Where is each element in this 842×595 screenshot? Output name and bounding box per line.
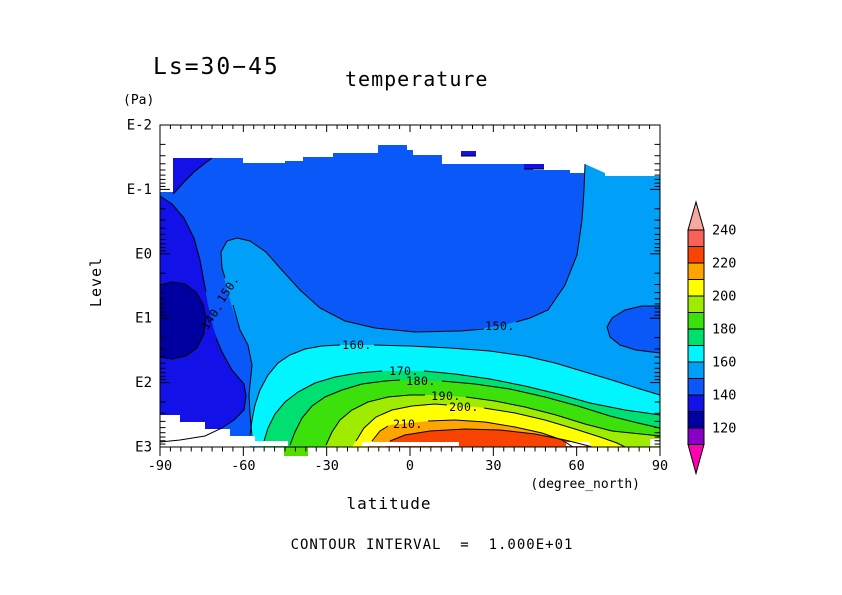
contour-190-right: [465, 396, 661, 437]
colorbar-arrow-down: [687, 444, 705, 476]
contour-180-right: [441, 380, 661, 429]
colorbar-label: 200: [712, 289, 736, 305]
y-tick-label: E3: [135, 440, 152, 456]
y-axis-unit: (Pa): [123, 93, 155, 108]
colorbar-segment: [687, 361, 705, 379]
band-130-140-topleft: [173, 158, 212, 194]
contour-150-mid: [220, 237, 485, 333]
colorbar-segment: [687, 279, 705, 297]
band-130-140-notch1: [461, 151, 476, 156]
colorbar-segment: [687, 328, 705, 346]
contour-210-right: [427, 419, 574, 448]
white-notch-c: [650, 439, 660, 446]
x-tick-label: -60: [231, 458, 255, 474]
colorbar-segment: [687, 427, 705, 445]
contour-180-left: [289, 379, 401, 446]
contour-140-right-blob: [606, 305, 661, 354]
contour-label: 190.: [431, 389, 461, 403]
colorbar-segment: [687, 345, 705, 363]
y-tick-label: E-1: [127, 182, 152, 198]
contour-label: 210.: [393, 417, 423, 431]
colorbar-label: 120: [712, 421, 736, 437]
contour-150-left-lower: [232, 304, 253, 437]
contour-140-topleft: [172, 157, 213, 195]
x-tick-label: 60: [569, 458, 585, 474]
colorbar-segment: [687, 246, 705, 264]
x-tick-label: -30: [314, 458, 338, 474]
y-tick-label: E1: [135, 311, 152, 327]
contour-140-left-upper: [159, 195, 207, 293]
contour-160-right: [373, 344, 661, 396]
contour-label: 180.: [406, 374, 436, 388]
band-under-axis-green: [284, 447, 308, 456]
colorbar-segment: [687, 378, 705, 396]
x-tick-label: 90: [652, 458, 668, 474]
x-axis-unit: (degree_north): [530, 477, 640, 492]
colorbar-segment: [687, 262, 705, 280]
colorbar-arrow-up: [687, 200, 705, 231]
contour-200-right: [483, 407, 626, 448]
colorbar-segment: [687, 394, 705, 412]
plot-title-variable: temperature: [345, 67, 489, 91]
contour-170-left: [263, 370, 383, 442]
colorbar-segment: [687, 229, 705, 247]
contour-140-left-lower: [159, 337, 247, 443]
contour-130-navy: [159, 281, 207, 360]
contour-160-left: [249, 344, 341, 437]
contour-210-left: [371, 425, 389, 442]
y-tick-label: E2: [135, 375, 152, 391]
contour-label: 200.: [449, 400, 479, 414]
contour-170-right: [423, 370, 661, 416]
white-notch-a: [362, 442, 459, 446]
x-tick-label: 30: [485, 458, 501, 474]
plot-title-season: Ls=30−45: [153, 54, 280, 80]
contour-190-left: [325, 394, 425, 446]
contour-200-left: [355, 403, 448, 442]
y-tick-label: E0: [135, 246, 152, 262]
x-axis-label: latitude: [346, 494, 432, 513]
colorbar-label: 160: [712, 355, 736, 371]
contour-150-right: [515, 163, 586, 323]
contour-label: 170.: [389, 364, 419, 378]
colorbar-label: 140: [712, 388, 736, 404]
contour-interval-note: CONTOUR INTERVAL = 1.000E+01: [290, 537, 574, 553]
band-120-130-left: [160, 282, 206, 359]
x-tick-label: 0: [406, 458, 414, 474]
contour-220: [389, 428, 593, 448]
colorbar-segment: [687, 295, 705, 313]
band-140-150-blob-right: [607, 306, 660, 353]
y-tick-label: E-2: [127, 118, 152, 134]
colorbar-label: 180: [712, 322, 736, 338]
colorbar-label: 220: [712, 256, 736, 272]
contour-label: 160.: [342, 338, 372, 352]
x-tick-label: -90: [148, 458, 172, 474]
colorbar-segment: [687, 312, 705, 330]
band-130-140-notch2: [524, 164, 544, 169]
colorbar-segment: [687, 411, 705, 429]
contour-label: 150.: [485, 319, 515, 333]
colorbar-label: 240: [712, 223, 736, 239]
